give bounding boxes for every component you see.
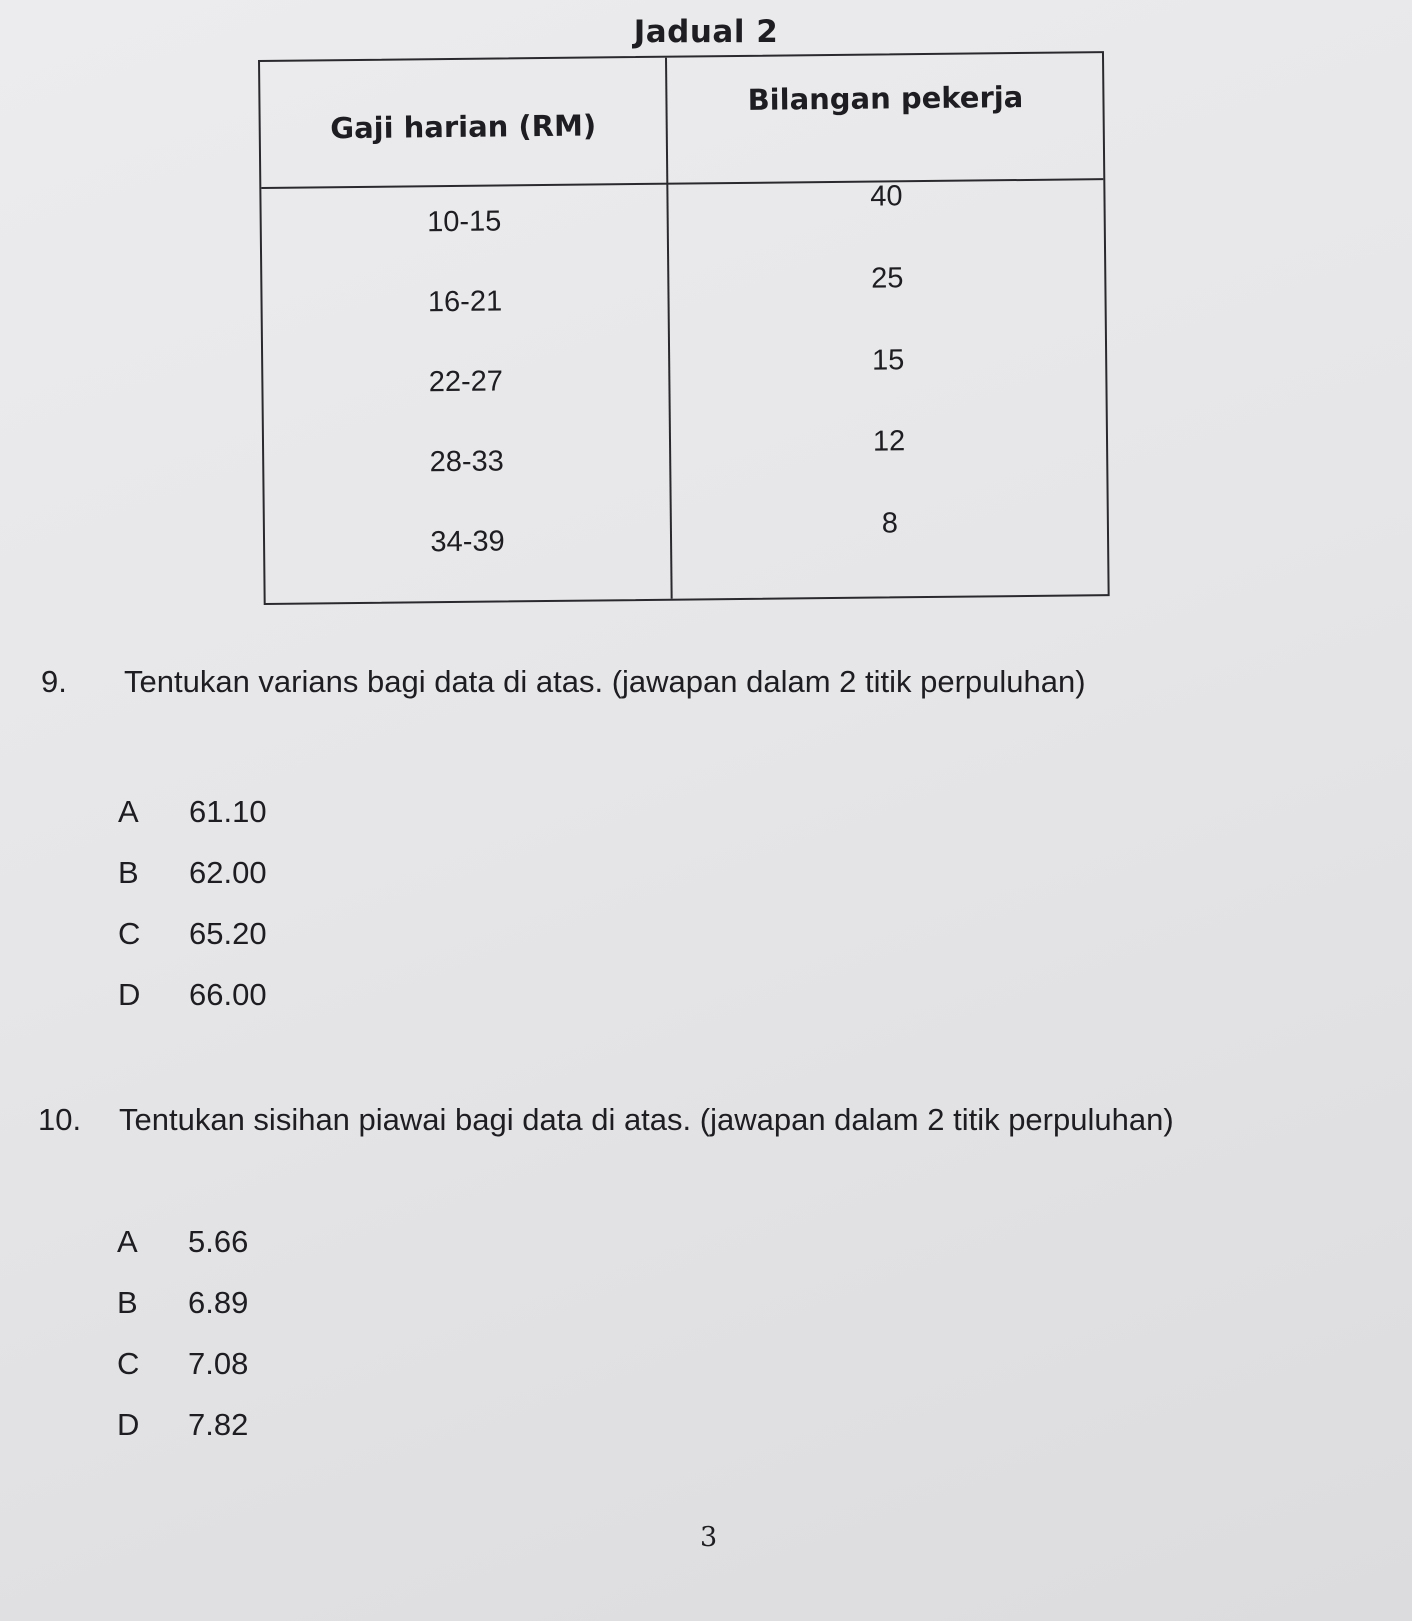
option-letter: D — [117, 1407, 140, 1442]
cell-count: 12 — [872, 425, 906, 458]
cell-range: 34-39 — [430, 525, 505, 559]
option-value: 62.00 — [189, 855, 267, 890]
cell-range: 28-33 — [429, 445, 504, 479]
option-value: 7.08 — [188, 1346, 249, 1381]
question-text: Tentukan varians bagi data di atas. (jaw… — [124, 664, 1086, 699]
option-value: 66.00 — [189, 977, 267, 1012]
page-number: 3 — [700, 1522, 718, 1553]
table-caption: Jadual 2 — [633, 14, 779, 50]
option-letter: C — [118, 916, 141, 951]
option-value: 5.66 — [188, 1224, 249, 1259]
cell-count: 15 — [871, 344, 905, 377]
question-number: 10. — [38, 1102, 82, 1137]
question-text: Tentukan sisihan piawai bagi data di ata… — [119, 1102, 1174, 1137]
cell-count: 25 — [871, 262, 904, 295]
option-value: 61.10 — [189, 794, 267, 829]
option-letter: A — [118, 794, 139, 829]
cell-range: 22-27 — [428, 365, 504, 399]
option-letter: C — [117, 1346, 140, 1381]
cell-range: 10-15 — [426, 205, 502, 239]
header-worker-count: Bilangan pekerja — [747, 79, 1024, 117]
option-letter: A — [117, 1224, 138, 1259]
option-value: 6.89 — [188, 1285, 249, 1320]
option-letter: D — [118, 977, 141, 1012]
salary-table: Gaji harian (RM) Bilangan pekerja 10-15 … — [258, 51, 1110, 605]
cell-count: 40 — [870, 180, 903, 213]
header-daily-wage: Gaji harian (RM) — [330, 108, 597, 146]
cell-range: 16-21 — [427, 285, 503, 319]
option-value: 65.20 — [189, 916, 267, 951]
option-value: 7.82 — [188, 1407, 249, 1442]
question-number: 9. — [41, 664, 67, 699]
option-letter: B — [118, 855, 139, 890]
option-letter: B — [117, 1285, 138, 1320]
cell-count: 8 — [881, 507, 899, 540]
